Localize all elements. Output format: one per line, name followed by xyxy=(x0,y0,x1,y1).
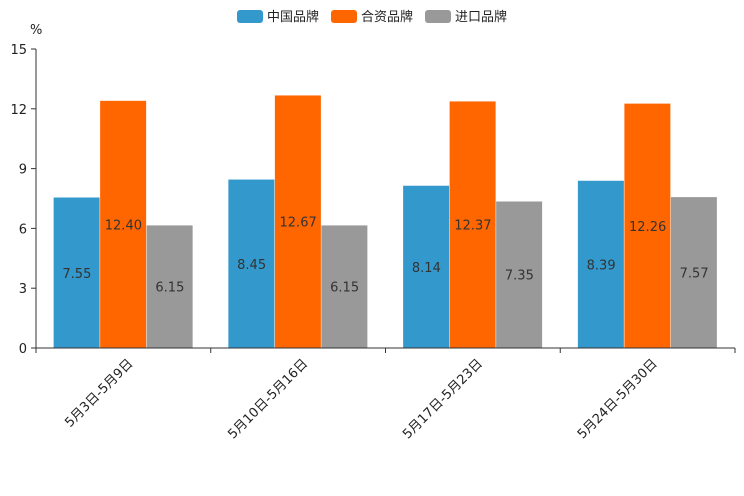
legend-label: 进口品牌 xyxy=(455,9,507,25)
x-axis: 5月3日-5月9日 5月10日-5月16日 5月17日-5月23日 5月24日-5月3… xyxy=(35,347,736,442)
legend-label: 合资品牌 xyxy=(361,9,413,25)
legend: 中国品牌 合资品牌 进口品牌 xyxy=(237,9,507,25)
bar-value-label: 8.14 xyxy=(412,261,441,276)
x-category-label: 5月3日-5月9日 xyxy=(62,356,136,430)
bar xyxy=(146,225,193,348)
bars-group: 7.55 8.45 8.14 8.39 12.40 12.67 12.37 12.26 6.15… xyxy=(53,95,717,349)
bar xyxy=(274,95,321,348)
bar-value-label: 6.15 xyxy=(155,281,184,296)
y-tick-label: 12 xyxy=(10,103,27,118)
legend-swatch xyxy=(331,10,357,23)
bar xyxy=(321,225,368,348)
y-axis-unit-label: % xyxy=(30,23,42,38)
bar-value-label: 8.45 xyxy=(237,258,266,273)
legend-swatch xyxy=(425,10,451,23)
bar xyxy=(624,103,671,348)
x-category-label: 5月10日-5月16日 xyxy=(225,356,311,442)
y-tick-label: 6 xyxy=(19,222,27,237)
bar-value-label: 7.55 xyxy=(62,267,91,282)
bar-value-label: 12.37 xyxy=(454,219,491,234)
y-axis: 0 3 6 9 12 15 xyxy=(10,43,37,357)
bar xyxy=(670,197,717,348)
y-tick-label: 9 xyxy=(19,163,27,178)
bar-value-label: 12.67 xyxy=(280,216,317,231)
bar-value-label: 6.15 xyxy=(330,281,359,296)
x-category-label: 5月24日-5月30日 xyxy=(575,356,661,442)
bar xyxy=(53,197,100,348)
x-category-label: 5月17日-5月23日 xyxy=(400,356,486,442)
bar-value-label: 12.40 xyxy=(105,218,142,233)
bar-value-label: 7.35 xyxy=(505,269,534,284)
bar-value-label: 8.39 xyxy=(587,258,616,273)
bar-value-label: 7.57 xyxy=(680,267,709,282)
bar xyxy=(403,185,450,348)
bar xyxy=(449,101,496,348)
bar-value-label: 12.26 xyxy=(629,220,666,235)
y-tick-label: 3 xyxy=(19,282,27,297)
y-tick-label: 0 xyxy=(19,342,27,357)
bar xyxy=(100,100,147,349)
bar xyxy=(496,201,543,348)
bar xyxy=(577,180,624,348)
legend-label: 中国品牌 xyxy=(267,9,319,25)
y-tick-label: 15 xyxy=(10,43,27,58)
legend-swatch xyxy=(237,10,263,23)
bar xyxy=(228,179,275,348)
